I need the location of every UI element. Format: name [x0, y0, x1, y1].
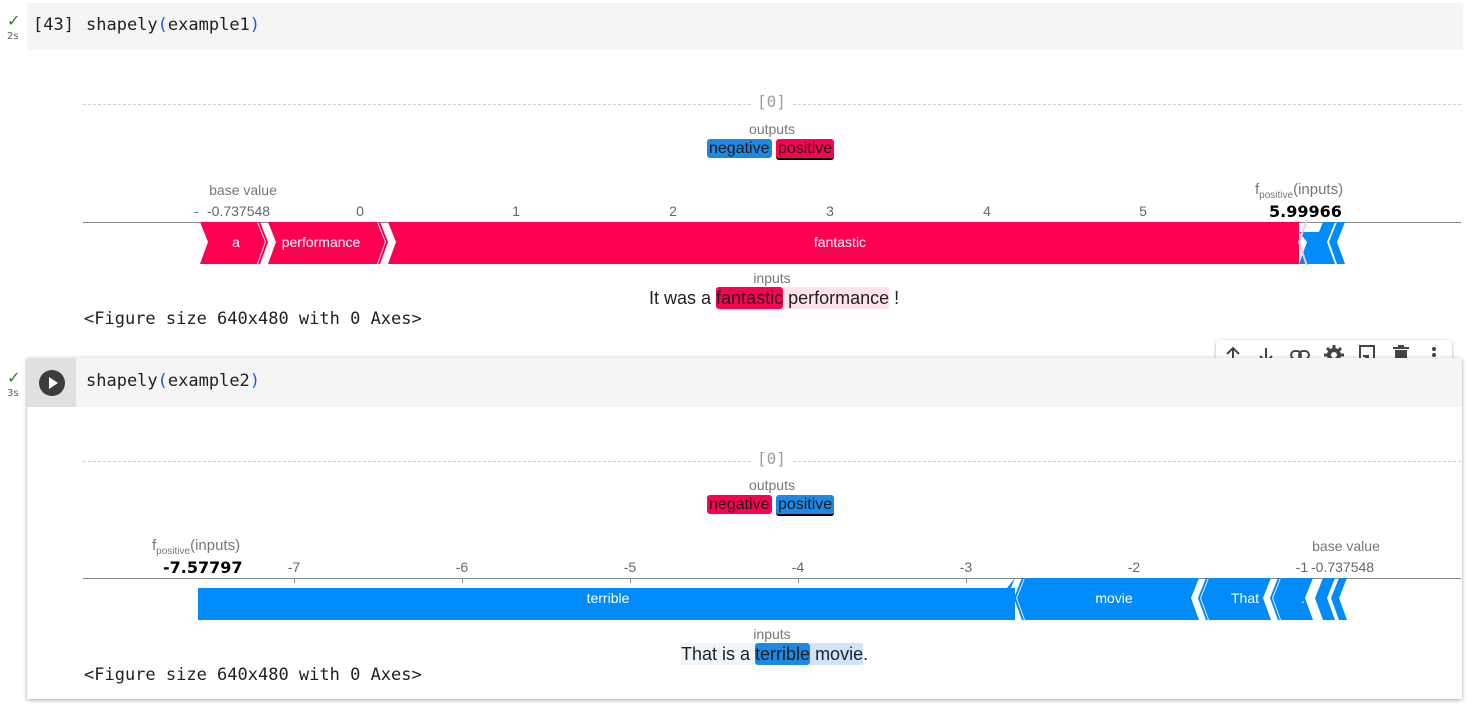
code-editor[interactable]	[27, 358, 1462, 407]
force-label: fantastic	[813, 234, 867, 250]
output-index: [0]	[751, 92, 792, 111]
fx-prefix: f	[1255, 181, 1260, 198]
axis-tick-label: 0	[356, 203, 364, 219]
fx-label: fpositive(inputs)	[1255, 181, 1343, 201]
code-line[interactable]: shapely(example2)	[86, 371, 260, 391]
code-paren-open: (	[157, 15, 168, 35]
fx-prefix: f	[152, 537, 157, 554]
axis-tick-label: 2	[669, 203, 677, 219]
input-sentence: It was a fantastic performance !	[649, 287, 900, 309]
force-label: .	[1301, 590, 1305, 606]
code-paren-close: )	[249, 15, 261, 35]
base-value-label: base value	[1312, 538, 1380, 554]
force-plot-bar	[198, 577, 1347, 621]
code-paren-close: )	[249, 371, 261, 391]
code-cell-2[interactable]	[27, 358, 1462, 699]
axis-tick-label: 5	[1139, 203, 1147, 219]
run-duration: 3s	[7, 388, 19, 399]
axis-tick	[630, 578, 631, 583]
outputs-label: outputs	[749, 477, 795, 493]
output-tag-negative: negative	[707, 495, 772, 514]
axis-tick	[798, 578, 799, 583]
axis-tick-label: -2	[1127, 559, 1141, 575]
figure-text: <Figure size 640x480 with 0 Axes>	[84, 309, 422, 329]
code-func: shapely	[86, 15, 158, 35]
axis-tick-label: -3	[959, 559, 973, 575]
fx-suffix: (inputs)	[1293, 181, 1344, 198]
token-highlight: performance	[783, 287, 890, 309]
base-value-label: base value	[209, 182, 277, 198]
base-value: -0.737548	[1311, 559, 1375, 575]
fx-value: -7.57797	[163, 558, 243, 577]
axis-tick-label: -1	[1295, 559, 1309, 575]
base-value: -0.737548	[207, 203, 271, 219]
output-tags: negative positive	[707, 139, 835, 160]
axis-tick-label: -6	[455, 559, 469, 575]
axis-line	[83, 578, 1461, 579]
token-highlight: terrible	[755, 643, 811, 665]
axis-tick-label: -7	[287, 559, 301, 575]
code-func: shapely	[86, 371, 158, 391]
input-sentence: That is a terrible movie.	[681, 643, 869, 665]
code-arg: example2	[167, 371, 250, 391]
code-paren-open: (	[157, 371, 168, 391]
force-label: terrible	[586, 590, 630, 606]
token: !	[889, 288, 900, 308]
axis-tick-label: 4	[983, 203, 991, 219]
execution-count: [43]	[33, 15, 74, 35]
force-label: That	[1230, 590, 1259, 606]
output-tag-negative: negative	[707, 139, 772, 158]
negative-force-bar	[198, 577, 1347, 621]
axis-tick	[294, 578, 295, 583]
force-plot-bar	[200, 220, 1345, 266]
force-label: a	[232, 234, 240, 250]
code-line[interactable]: shapely(example1)	[86, 15, 260, 35]
force-label: movie	[1095, 590, 1133, 606]
axis-tick-label: 1	[512, 203, 520, 219]
token: .	[863, 644, 869, 664]
outputs-label: outputs	[749, 121, 795, 137]
output-index: [0]	[751, 449, 792, 468]
success-check-icon: ✓	[7, 370, 21, 387]
token-highlight: movie	[810, 643, 864, 665]
figure-text: <Figure size 640x480 with 0 Axes>	[84, 665, 422, 685]
fx-value: 5.99966	[1269, 202, 1342, 221]
inputs-label: inputs	[753, 270, 791, 286]
output-tags: negative positive	[707, 495, 835, 516]
fx-label: fpositive(inputs)	[152, 537, 240, 557]
run-cell-button[interactable]	[27, 358, 76, 407]
play-icon	[39, 370, 65, 396]
code-cell-1[interactable]	[27, 3, 1463, 50]
fx-subscript: positive	[156, 546, 191, 557]
axis-tick-label: -4	[791, 559, 805, 575]
positive-force-bar	[200, 221, 1299, 265]
token: It was a	[649, 288, 717, 308]
axis-tick-label: -5	[623, 559, 637, 575]
fx-subscript: positive	[1259, 190, 1294, 201]
code-arg: example1	[167, 15, 250, 35]
token-highlight: That is a	[681, 643, 756, 665]
output-tag-positive: positive	[775, 139, 835, 160]
negative-force-bar	[1297, 220, 1345, 266]
axis-tick-label: 3	[826, 203, 834, 219]
output-tag-positive: positive	[775, 495, 835, 516]
token-highlight: fantastic	[716, 287, 784, 309]
inputs-label: inputs	[753, 626, 791, 642]
axis-tick	[966, 578, 967, 583]
run-duration: 2s	[7, 31, 19, 42]
fx-suffix: (inputs)	[190, 537, 241, 554]
success-check-icon: ✓	[7, 13, 21, 30]
axis-tick	[462, 578, 463, 583]
force-label: performance	[281, 234, 361, 250]
axis-tick-truncated: -	[194, 203, 199, 219]
